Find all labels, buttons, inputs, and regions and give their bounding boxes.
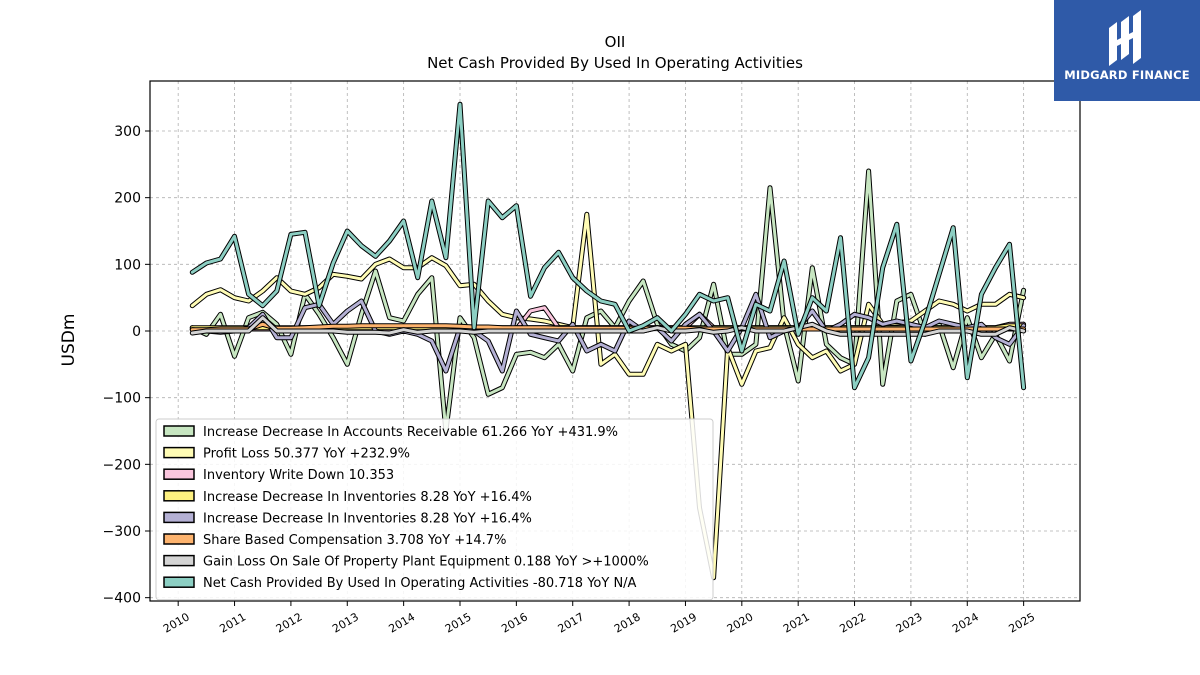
legend-item: Inventory Write Down 10.353 <box>163 468 394 483</box>
legend-swatch <box>163 468 195 480</box>
legend-swatch <box>163 490 195 502</box>
x-tick-label: 2010 <box>161 610 192 635</box>
legend-swatch <box>163 554 195 567</box>
series-layer <box>189 101 1027 581</box>
legend-label: Profit Loss 50.377 YoY +232.9% <box>203 447 410 462</box>
series-line <box>190 102 1026 390</box>
y-tick-label: −300 <box>103 524 141 540</box>
x-tick-label: 2012 <box>274 610 305 635</box>
x-tick-label: 2014 <box>387 610 418 635</box>
x-tick-label: 2020 <box>725 610 756 635</box>
legend-label: Gain Loss On Sale Of Property Plant Equi… <box>203 555 649 570</box>
legend-item: Share Based Compensation 3.708 YoY +14.7… <box>163 533 506 548</box>
logo-text: MIDGARD FINANCE <box>1064 68 1190 82</box>
x-tick-label: 2015 <box>443 610 474 635</box>
legend-item: Increase Decrease In Inventories 8.28 Yo… <box>163 490 532 505</box>
chart-subtitle: Net Cash Provided By Used In Operating A… <box>427 54 803 72</box>
legend-label: Share Based Compensation 3.708 YoY +14.7… <box>203 533 506 548</box>
legend-item: Net Cash Provided By Used In Operating A… <box>163 576 637 591</box>
legend-item: Increase Decrease In Accounts Receivable… <box>163 425 618 440</box>
midgard-finance-logo: MIDGARD FINANCE <box>1054 0 1200 101</box>
y-tick-label: 100 <box>114 257 141 273</box>
legend-label: Net Cash Provided By Used In Operating A… <box>203 576 637 591</box>
plot-frame <box>149 80 1081 602</box>
series-7 <box>189 315 1027 337</box>
x-tick-label: 2024 <box>950 610 981 635</box>
legend-label: Inventory Write Down 10.353 <box>203 468 394 483</box>
legend-item: Gain Loss On Sale Of Property Plant Equi… <box>163 554 649 570</box>
y-tick-label: 300 <box>114 124 141 140</box>
legend-label: Increase Decrease In Inventories 8.28 Yo… <box>203 511 532 526</box>
y-axis: −400 −300 −200 −100 0 100 200 300 <box>103 124 150 607</box>
legend-label: Increase Decrease In Inventories 8.28 Yo… <box>203 490 532 505</box>
legend: Increase Decrease In Accounts Receivable… <box>155 418 714 601</box>
x-tick-label: 2019 <box>668 610 699 635</box>
legend-swatch <box>163 511 195 524</box>
legend-swatch <box>163 533 195 545</box>
series-6 <box>189 321 1027 333</box>
x-axis: 2010 2011 2012 2013 2014 2015 2016 2017 2018 2019… <box>161 601 1037 636</box>
series-line <box>190 322 1026 332</box>
legend-item: Increase Decrease In Inventories 8.28 Yo… <box>163 511 532 526</box>
y-tick-label: −100 <box>103 391 141 407</box>
x-tick-label: 2011 <box>217 610 248 635</box>
legend-swatch <box>163 446 195 459</box>
series-line <box>190 169 1026 433</box>
logo-mark-icon <box>1109 10 1141 66</box>
x-tick-label: 2016 <box>499 610 530 635</box>
x-tick-label: 2022 <box>837 610 868 635</box>
y-axis-label: USDm <box>59 314 79 367</box>
x-tick-label: 2017 <box>556 610 587 635</box>
legend-box <box>155 418 714 601</box>
y-tick-label: −200 <box>103 457 141 473</box>
x-tick-label: 2021 <box>781 610 812 635</box>
chart-title: OII <box>605 33 626 51</box>
x-tick-label: 2023 <box>894 610 925 635</box>
y-tick-label: 200 <box>114 191 141 207</box>
series-8 <box>189 101 1027 391</box>
series-line <box>190 292 1026 373</box>
legend-swatch <box>163 425 195 437</box>
x-tick-label: 2013 <box>330 610 361 635</box>
x-tick-label: 2025 <box>1007 610 1038 635</box>
series-line <box>190 316 1026 336</box>
y-tick-label: 0 <box>132 324 141 340</box>
series-5 <box>189 291 1027 374</box>
legend-item: Profit Loss 50.377 YoY +232.9% <box>163 446 410 462</box>
legend-label: Increase Decrease In Accounts Receivable… <box>203 425 618 440</box>
legend-swatch <box>163 576 195 588</box>
x-tick-label: 2018 <box>612 610 643 635</box>
series-1 <box>189 168 1027 434</box>
y-tick-label: −400 <box>103 591 141 607</box>
